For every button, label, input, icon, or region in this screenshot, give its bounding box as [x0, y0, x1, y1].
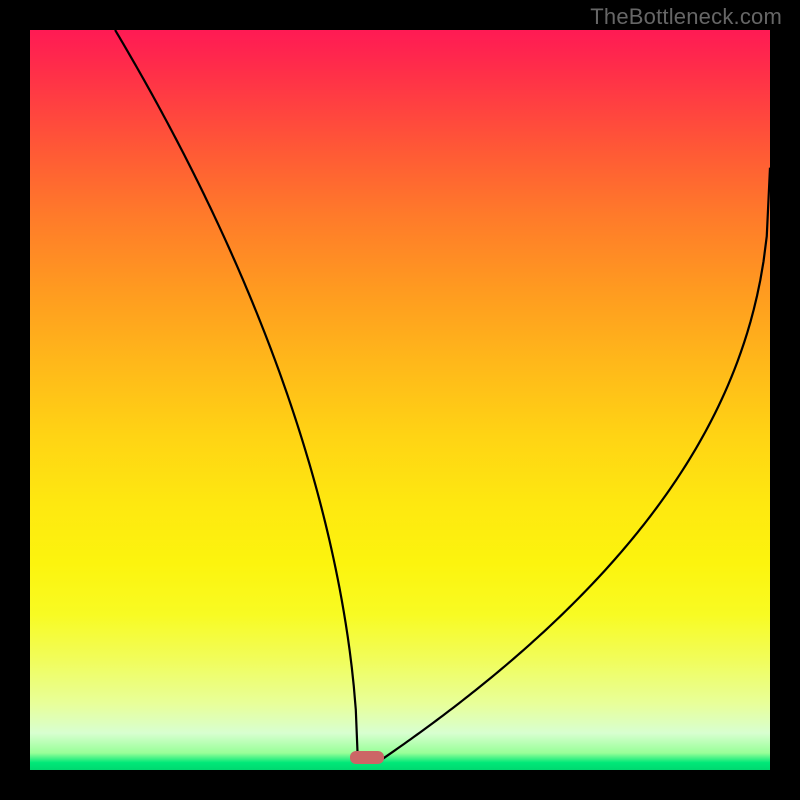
curve-svg — [30, 30, 770, 770]
plot-area — [30, 30, 770, 770]
optimum-marker — [350, 751, 384, 764]
bottleneck-curve — [115, 30, 770, 760]
chart-container: TheBottleneck.com — [0, 0, 800, 800]
watermark-text: TheBottleneck.com — [590, 4, 782, 30]
